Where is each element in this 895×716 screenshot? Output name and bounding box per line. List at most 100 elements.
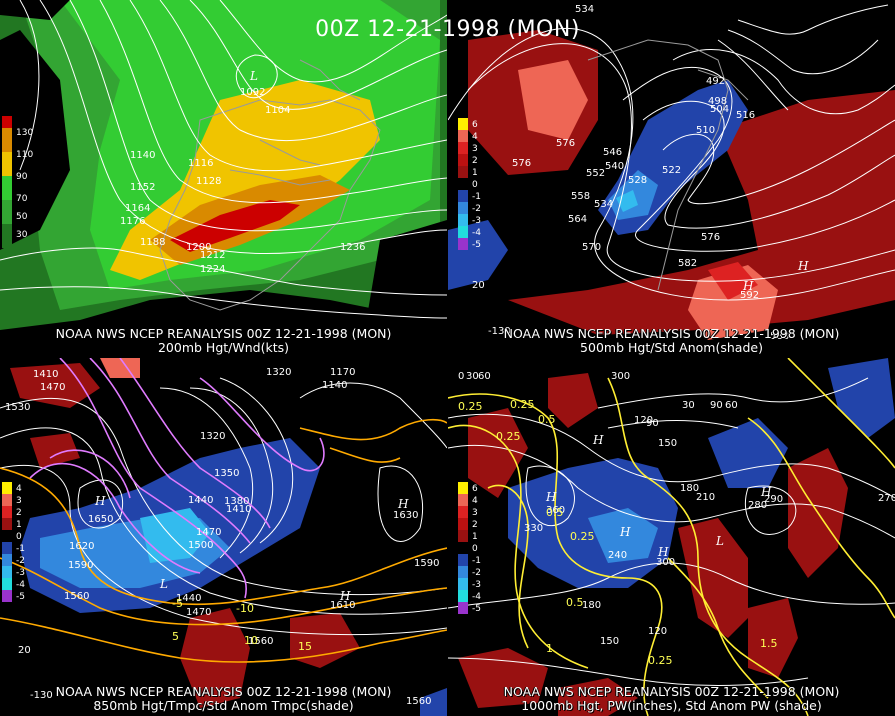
legend-swatch bbox=[2, 530, 12, 542]
legend-swatch bbox=[458, 118, 468, 130]
legend-swatch bbox=[458, 166, 468, 178]
label-1176: 1176 bbox=[120, 216, 145, 227]
label-558: 558 bbox=[571, 191, 590, 202]
high-center: H bbox=[339, 589, 351, 603]
label-582: 582 bbox=[678, 258, 697, 269]
label-1170: 1170 bbox=[330, 367, 355, 378]
legend-label: 3 bbox=[472, 144, 478, 154]
legend-label: 2 bbox=[472, 520, 478, 530]
label-1350: 1350 bbox=[214, 468, 239, 479]
legend-label: 110 bbox=[16, 150, 34, 160]
legend-swatch bbox=[2, 542, 12, 554]
legend-swatch bbox=[2, 200, 12, 212]
legend-swatch bbox=[2, 482, 12, 494]
high-center: H bbox=[545, 490, 557, 504]
height-contours-500 bbox=[448, 4, 895, 301]
caption-field: 200mb Hgt/Wnd(kts) bbox=[157, 340, 289, 355]
legend-label: -2 bbox=[16, 556, 25, 566]
panel-1000mb: 0 30 60 300 120 90 150 180 210 240 270 3… bbox=[448, 358, 895, 716]
pw-label: 0.25 bbox=[496, 430, 521, 443]
label-30: 30 bbox=[466, 371, 479, 382]
legend-label: 50 bbox=[16, 212, 28, 222]
legend-swatch bbox=[2, 212, 12, 224]
label-240: 240 bbox=[608, 550, 627, 561]
legend-label: -3 bbox=[472, 216, 481, 226]
label-1410: 1410 bbox=[33, 369, 58, 380]
label-280: 280 bbox=[748, 500, 767, 511]
warm-temp-contours bbox=[0, 418, 447, 663]
label-540: 540 bbox=[605, 161, 624, 172]
label-1128: 1128 bbox=[196, 176, 221, 187]
legend-label: 4 bbox=[472, 132, 478, 142]
legend-swatch bbox=[458, 578, 468, 590]
legend-label: 6 bbox=[472, 120, 478, 130]
label-570: 570 bbox=[582, 242, 601, 253]
legend-label: 1 bbox=[472, 532, 478, 542]
anom-red-west-core bbox=[518, 60, 588, 140]
low-center: L bbox=[159, 577, 168, 591]
legend-swatch bbox=[458, 602, 468, 614]
legend-swatch bbox=[2, 506, 12, 518]
anom-cyan bbox=[140, 508, 210, 563]
legend-200mb: 130 110 90 70 50 30 bbox=[2, 116, 33, 248]
temp-label: -5 bbox=[172, 597, 183, 610]
label-1200: 1200 bbox=[186, 242, 211, 253]
high-center: H bbox=[657, 545, 669, 559]
label-1530: 1530 bbox=[5, 402, 30, 413]
legend-label: 6 bbox=[472, 484, 478, 494]
label-1188: 1188 bbox=[140, 237, 165, 248]
legend-label: 0 bbox=[16, 532, 22, 542]
legend-label: 3 bbox=[472, 508, 478, 518]
legend-label: 2 bbox=[472, 156, 478, 166]
label-120: 120 bbox=[634, 415, 653, 426]
high-center: H bbox=[797, 259, 809, 273]
legend-swatch bbox=[458, 566, 468, 578]
legend-swatch bbox=[458, 590, 468, 602]
wind-shade-130 bbox=[170, 200, 300, 252]
label-1410: 1410 bbox=[226, 504, 251, 515]
legend-swatch bbox=[2, 494, 12, 506]
legend-swatch bbox=[458, 178, 468, 190]
label-1116: 1116 bbox=[188, 158, 213, 169]
contour-labels-200: 1092 1104 1116 1128 1140 1152 1164 1176 … bbox=[120, 69, 365, 275]
legend-swatch bbox=[2, 590, 12, 602]
legend-label: 130 bbox=[16, 128, 34, 138]
legend-label: 90 bbox=[16, 172, 28, 182]
label-528: 528 bbox=[628, 175, 647, 186]
label-1560b: 1560 bbox=[248, 636, 273, 647]
contour-labels-850: 1410 1470 1530 1320 1170 1140 1320 1350 … bbox=[5, 367, 439, 707]
anom-blue-2 bbox=[588, 508, 658, 563]
anom-red-sc bbox=[290, 613, 360, 668]
legend-swatch bbox=[2, 554, 12, 566]
lon-label: -130 bbox=[488, 326, 511, 337]
pw-label: 1 bbox=[546, 642, 553, 655]
legend-label: -3 bbox=[472, 580, 481, 590]
legend-swatch bbox=[458, 238, 468, 250]
legend-label: 4 bbox=[16, 484, 22, 494]
legend-swatch bbox=[458, 130, 468, 142]
lat-label: 20 bbox=[472, 280, 485, 291]
panel-200mb: 1092 1104 1116 1128 1140 1152 1164 1176 … bbox=[0, 0, 447, 358]
legend-swatch bbox=[2, 164, 12, 176]
anom-red-n bbox=[548, 373, 598, 428]
legend-swatch bbox=[2, 518, 12, 530]
label-1620: 1620 bbox=[69, 541, 94, 552]
legend-label: 0 bbox=[472, 544, 478, 554]
label-300b: 300 bbox=[656, 557, 675, 568]
anom-red-nw bbox=[10, 363, 100, 408]
black-hole-2 bbox=[360, 220, 447, 358]
legend-swatch bbox=[2, 566, 12, 578]
high-center: H bbox=[760, 485, 772, 499]
caption-field: 1000mb Hgt, PW(inches), Std Anom PW (sha… bbox=[521, 698, 822, 713]
label-1470b: 1470 bbox=[186, 607, 211, 618]
label-150: 150 bbox=[658, 438, 677, 449]
label-498: 498 bbox=[708, 96, 727, 107]
legend-label: 3 bbox=[16, 496, 22, 506]
label-90b: 90 bbox=[710, 400, 723, 411]
legend-swatch bbox=[458, 530, 468, 542]
label-516: 516 bbox=[736, 110, 755, 121]
legend-swatch bbox=[2, 140, 12, 152]
label-1320: 1320 bbox=[200, 431, 225, 442]
legend-label: 30 bbox=[16, 230, 28, 240]
label-1380: 1380 bbox=[224, 496, 249, 507]
